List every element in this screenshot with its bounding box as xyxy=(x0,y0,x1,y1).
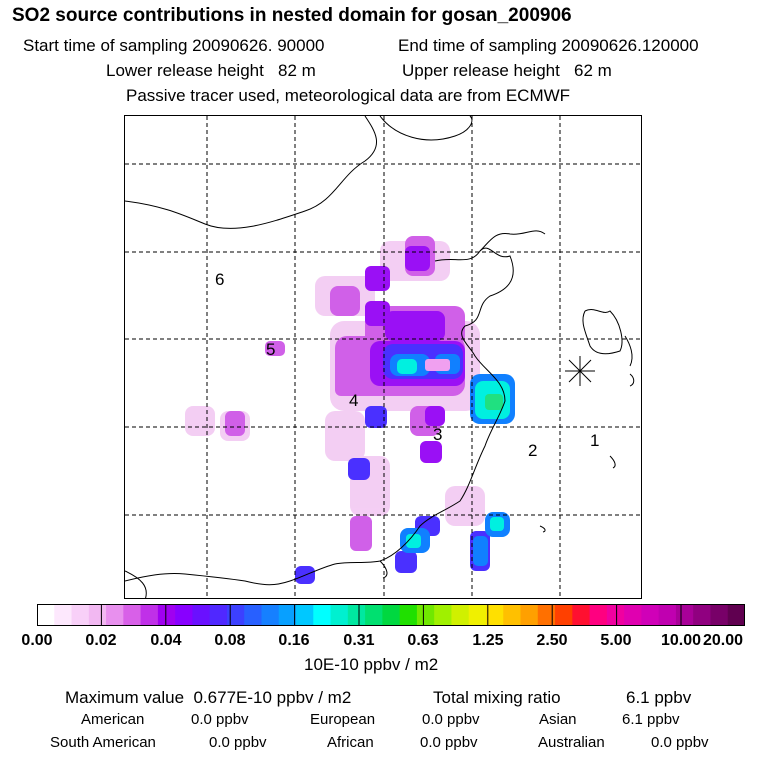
colorbar-swatch xyxy=(658,604,677,626)
colorbar-border xyxy=(37,604,745,626)
colorbar-swatch xyxy=(485,604,504,626)
african-value: 0.0 ppbv xyxy=(420,734,478,751)
colorbar-tick: 20.00 xyxy=(702,632,744,649)
total-mixing-label: Total mixing ratio xyxy=(433,688,561,707)
colorbar-tick: 10.00 xyxy=(660,632,702,649)
colorbar-tick: 0.04 xyxy=(150,632,182,649)
colorbar-swatch xyxy=(468,604,487,626)
colorbar-swatch xyxy=(140,604,159,626)
colorbar-swatch xyxy=(382,604,401,626)
colorbar-swatch xyxy=(106,604,124,626)
colorbar-tick: 0.08 xyxy=(214,632,246,649)
colorbar-swatch xyxy=(347,604,366,626)
colorbar-swatch xyxy=(641,604,660,626)
tracer-note: Passive tracer used, meteorological data… xyxy=(126,86,571,105)
african-label: African xyxy=(327,734,374,751)
region-label-6: 6 xyxy=(215,270,225,289)
region-label-4: 4 xyxy=(349,391,359,410)
asian-value: 6.1 ppbv xyxy=(622,711,680,728)
colorbar-swatch xyxy=(434,604,452,626)
colorbar-swatch xyxy=(572,604,591,626)
colorbar-swatch xyxy=(313,604,332,626)
region-label-3: 3 xyxy=(433,425,443,444)
colorbar-swatch xyxy=(399,604,418,626)
start-time-label: Start time of sampling 20090626. 90000 xyxy=(23,36,325,55)
colorbar-tick: 0.02 xyxy=(85,632,117,649)
colorbar-swatch xyxy=(244,604,262,626)
colorbar-swatch xyxy=(520,604,539,626)
region-label-5: 5 xyxy=(266,340,276,359)
colorbar-swatch xyxy=(675,604,694,626)
chart-title: SO2 source contributions in nested domai… xyxy=(12,5,572,26)
colorbar-swatch xyxy=(54,604,73,626)
south-american-value: 0.0 ppbv xyxy=(209,734,267,751)
colorbar-swatch xyxy=(37,604,55,626)
colorbar-swatch xyxy=(555,604,573,626)
colorbar-swatch xyxy=(209,604,228,626)
colorbar-tick: 1.25 xyxy=(472,632,504,649)
colorbar-swatch xyxy=(727,604,745,626)
european-value: 0.0 ppbv xyxy=(422,711,480,728)
colorbar-swatch xyxy=(226,604,245,626)
colorbar-tick: 0.16 xyxy=(278,632,310,649)
colorbar-swatch xyxy=(606,604,625,626)
colorbar-swatch xyxy=(296,604,314,626)
colorbar-tick: 2.50 xyxy=(536,632,568,649)
colorbar-swatch xyxy=(192,604,211,626)
region-label-1: 1 xyxy=(590,431,600,450)
colorbar-swatch xyxy=(451,604,470,626)
colorbar-swatch xyxy=(88,604,107,626)
grid-layer xyxy=(125,116,641,598)
colorbar-tick: 0.31 xyxy=(343,632,375,649)
colorbar-unit: 10E-10 ppbv / m2 xyxy=(304,655,439,674)
colorbar-swatch xyxy=(365,604,383,626)
colorbar-tick: 5.00 xyxy=(600,632,632,649)
region-label-2: 2 xyxy=(528,441,538,460)
colorbar-swatch xyxy=(175,604,193,626)
colorbar xyxy=(37,604,745,626)
end-time-label: End time of sampling 20090626.120000 xyxy=(398,36,699,55)
map-svg xyxy=(125,116,641,598)
colorbar-swatch xyxy=(416,604,435,626)
colorbar-swatch xyxy=(71,604,90,626)
colorbar-swatch xyxy=(710,604,729,626)
colorbar-swatch xyxy=(261,604,280,626)
upper-height-label: Upper release height 62 m xyxy=(402,61,612,80)
colorbar-tick: 0.63 xyxy=(407,632,439,649)
colorbar-tick: 0.00 xyxy=(21,632,53,649)
colorbar-swatch xyxy=(624,604,642,626)
total-mixing-value: 6.1 ppbv xyxy=(626,688,692,707)
lower-height-label: Lower release height 82 m xyxy=(106,61,316,80)
colorbar-swatch xyxy=(330,604,349,626)
australian-label: Australian xyxy=(538,734,605,751)
european-label: European xyxy=(310,711,376,728)
colorbar-swatch xyxy=(503,604,522,626)
colorbar-swatch xyxy=(123,604,142,626)
asian-label: Asian xyxy=(539,711,577,728)
australian-value: 0.0 ppbv xyxy=(651,734,709,751)
american-label: American xyxy=(81,711,145,728)
colorbar-swatch xyxy=(157,604,176,626)
american-value: 0.0 ppbv xyxy=(191,711,249,728)
south-american-label: South American xyxy=(50,734,156,751)
colorbar-swatch xyxy=(589,604,608,626)
max-value-label: Maximum value 0.677E-10 ppbv / m2 xyxy=(65,688,352,707)
colorbar-swatch xyxy=(693,604,711,626)
colorbar-swatch xyxy=(278,604,297,626)
receptor-marker-icon xyxy=(565,356,595,386)
map-panel: 1 2 3 4 5 6 xyxy=(124,115,642,599)
colorbar-swatch xyxy=(537,604,556,626)
